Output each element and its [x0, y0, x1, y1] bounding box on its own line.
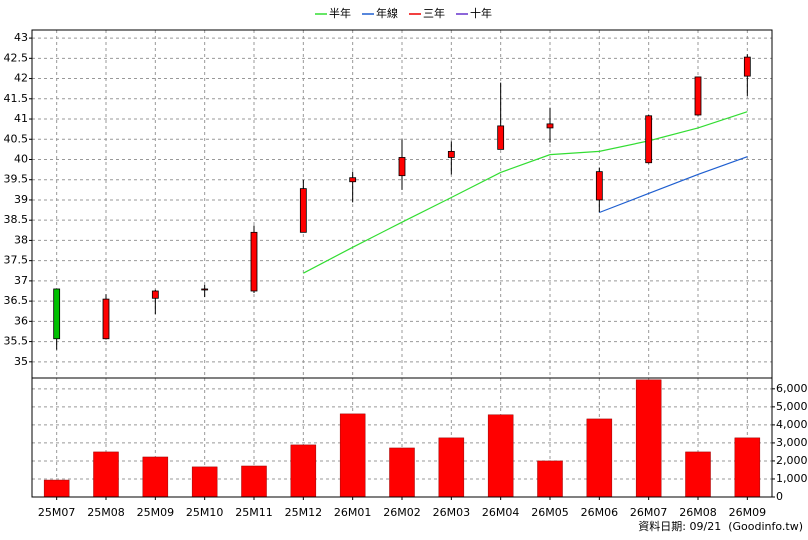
y-tick-label: 4,000 [776, 418, 808, 431]
bar [734, 437, 761, 498]
candle-body [743, 56, 751, 77]
plot-frame [31, 377, 773, 498]
y-tick-label: 38.5 [4, 213, 29, 226]
y-tick-label: 35.5 [4, 335, 29, 348]
x-tick-label: 25M07 [38, 506, 76, 519]
y-tick-label: 5,000 [776, 400, 808, 413]
x-tick-label: 25M10 [186, 506, 224, 519]
ma-line [599, 156, 748, 214]
x-tick-label: 26M06 [581, 506, 619, 519]
footer: 資料日期: 09/21 (Goodinfo.tw) [638, 519, 803, 533]
bar [389, 447, 415, 498]
bar [43, 479, 70, 498]
bar [93, 451, 119, 498]
candle-body [595, 171, 603, 201]
x-tick-label: 25M12 [285, 506, 323, 519]
candle-body [645, 115, 653, 164]
y-tick-label: 40.5 [4, 132, 29, 145]
bar [635, 379, 662, 498]
x-tick-label: 25M08 [87, 506, 125, 519]
legend-label: 十年 [470, 6, 492, 20]
candle-body [299, 188, 307, 233]
candle-body [53, 288, 61, 340]
x-tick-label: 26M02 [383, 506, 421, 519]
candle-body [546, 123, 554, 129]
y-tick-label: 36 [14, 314, 28, 327]
y-tick-label: 42 [14, 72, 28, 85]
y-tick-label: 6,000 [776, 382, 808, 395]
bar [339, 413, 366, 498]
bar [290, 444, 317, 498]
x-tick-label: 26M03 [433, 506, 471, 519]
candle-body [102, 298, 110, 340]
x-tick-label: 26M05 [531, 506, 569, 519]
y-tick-label: 36.5 [4, 294, 29, 307]
candle-body [497, 125, 505, 150]
bar [191, 466, 218, 498]
bar [586, 418, 613, 498]
candle-body [398, 157, 406, 177]
y-tick-label: 1,000 [776, 472, 808, 485]
y-tick-label: 38 [14, 233, 28, 246]
bar [142, 456, 169, 498]
y-tick-label: 0 [776, 490, 783, 503]
x-tick-label: 26M07 [630, 506, 668, 519]
bar [685, 451, 711, 498]
x-tick-label: 25M09 [137, 506, 175, 519]
bar [487, 414, 514, 498]
y-tick-label: 43 [14, 31, 28, 44]
candle-body [349, 177, 357, 183]
candle-body [151, 290, 159, 299]
y-tick-label: 40 [14, 152, 28, 165]
legend-label: 半年 [329, 6, 351, 20]
y-tick-label: 39 [14, 193, 28, 206]
x-tick-label: 26M09 [729, 506, 767, 519]
candle-body [694, 76, 702, 116]
y-tick-label: 37 [14, 274, 28, 287]
y-tick-label: 42.5 [4, 51, 29, 64]
bar [438, 437, 465, 498]
candle-body [201, 288, 209, 291]
x-tick-label: 26M04 [482, 506, 520, 519]
ma-line [303, 111, 748, 274]
y-tick-label: 2,000 [776, 454, 808, 467]
x-tick-label: 26M01 [334, 506, 372, 519]
y-tick-label: 41 [14, 112, 28, 125]
y-tick-label: 37.5 [4, 254, 29, 267]
x-tick-label: 25M11 [235, 506, 273, 519]
y-tick-label: 39.5 [4, 173, 29, 186]
legend-label: 三年 [423, 6, 445, 20]
y-tick-label: 41.5 [4, 92, 29, 105]
candle-body [447, 150, 455, 158]
bar [241, 465, 267, 498]
legend-label: 年線 [376, 6, 398, 20]
y-tick-label: 35 [14, 355, 28, 368]
x-tick-label: 26M08 [679, 506, 717, 519]
y-tick-label: 3,000 [776, 436, 808, 449]
bar [537, 460, 563, 498]
candle-body [250, 231, 258, 292]
